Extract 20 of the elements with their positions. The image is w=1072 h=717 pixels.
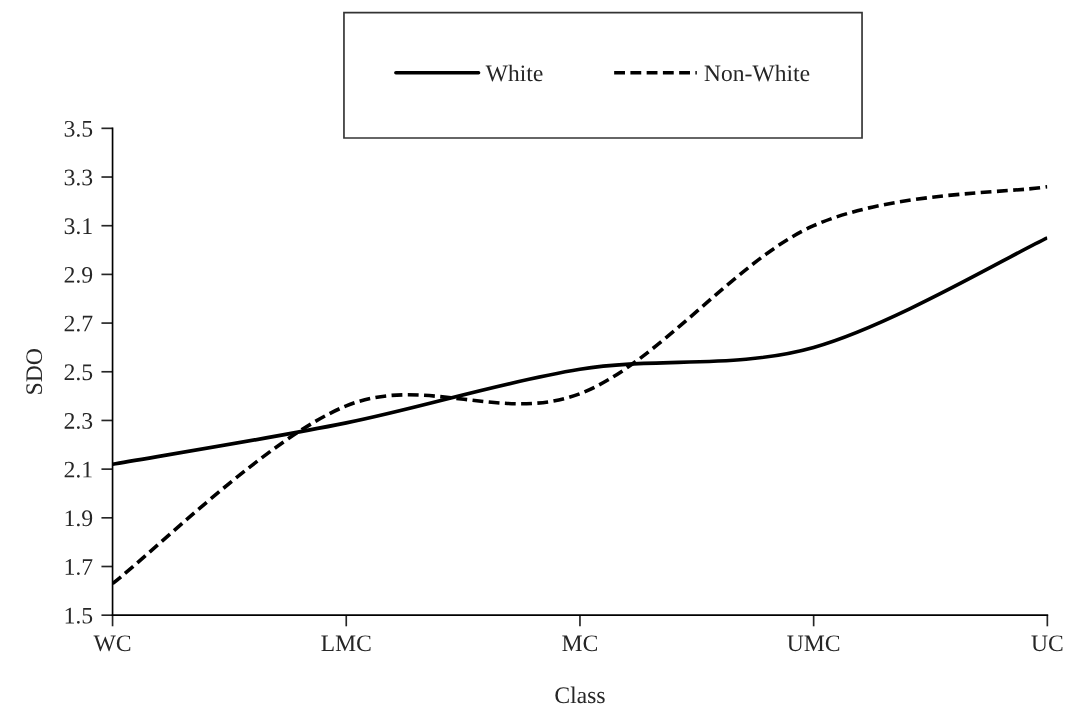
legend-label: Non-White [704,64,810,82]
x-tick-label: WC [93,635,131,652]
y-tick-label: 3.3 [64,169,93,186]
x-tick-label: MC [562,635,598,652]
y-tick-label: 2.7 [64,315,93,332]
y-tick-label: 1.5 [65,607,93,624]
y-tick-label: 3.5 [64,120,93,137]
y-tick-label: 2.5 [64,364,93,381]
y-axis-title: SDO [26,349,43,394]
x-tick-label: LMC [321,635,371,652]
y-tick-label: 1.9 [65,510,93,527]
legend-label: White [485,64,543,82]
x-axis-title: Class [555,686,605,704]
x-tick-label: UMC [787,635,840,652]
y-tick-label: 2.9 [64,266,93,283]
y-tick-label: 3.1 [64,218,92,235]
y-tick-label: 1.7 [65,559,93,576]
x-tick-label: UC [1031,635,1063,652]
y-tick-label: 2.3 [64,413,93,429]
y-tick-label: 2.1 [64,461,92,478]
